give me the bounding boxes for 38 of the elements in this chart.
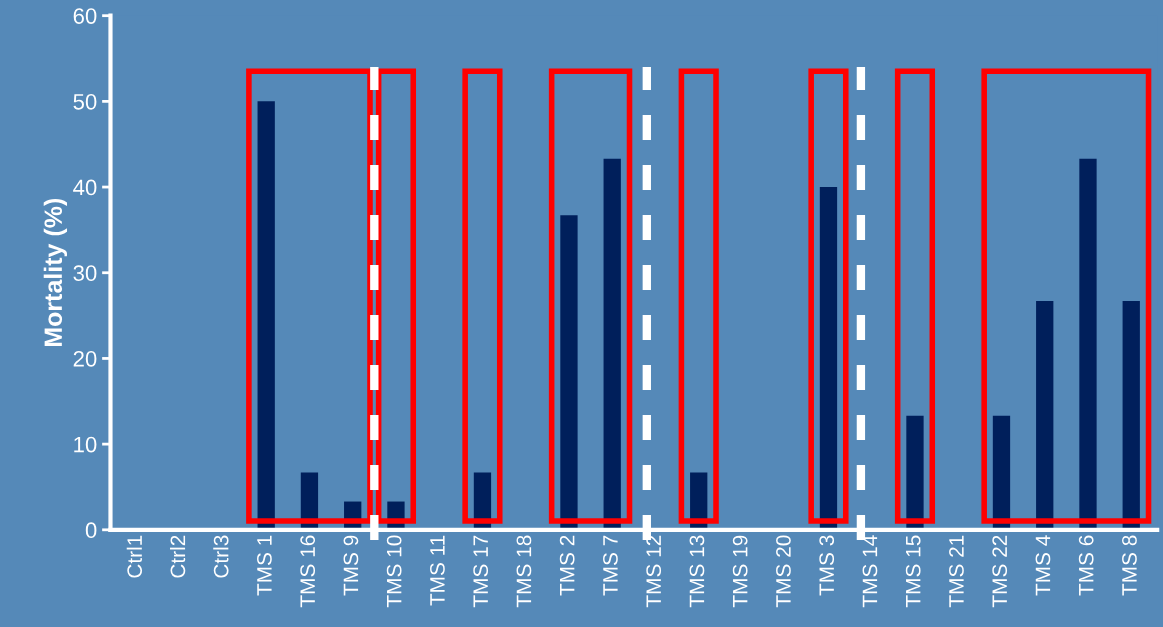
x-tick-label: TMS 15 [905,535,921,608]
bar [257,101,275,530]
x-tick-label: TMS 19 [732,535,748,608]
x-tick-label: TMS 4 [1035,535,1051,596]
x-tick-label: TMS 3 [819,535,835,596]
bar [603,158,621,530]
x-tick-label: TMS 10 [386,535,402,608]
x-tick-label: Ctrl1 [126,535,143,578]
x-tick-label: TMS 17 [473,535,489,608]
y-tick-label: 60 [73,8,97,24]
y-tick-label: 30 [73,265,97,282]
y-axis-title: Mortality (%) [43,198,68,347]
x-tick-label: TMS 6 [1078,535,1094,596]
bar [560,215,578,530]
x-tick-label: TMS 11 [430,535,445,606]
bar [1122,301,1140,530]
y-tick-label: 0 [85,522,97,539]
x-tick-label: TMS 22 [992,535,1008,608]
x-tick-label: TMS 16 [300,535,316,608]
x-tick-label: TMS 7 [603,535,618,596]
bar [1036,301,1054,530]
x-tick-label: TMS 13 [689,535,705,608]
bar [1079,158,1097,530]
x-tick-label: Ctrl2 [169,535,186,578]
y-tick-label: 10 [74,436,97,453]
bar [992,415,1011,530]
x-tick-label: TMS 1 [257,535,272,596]
x-tick-label: Ctrl3 [213,535,229,578]
y-tick-label: 50 [73,93,97,110]
x-tick-label: TMS 8 [1122,535,1137,596]
x-tick-label: TMS 18 [516,535,532,608]
y-tick-label: 20 [73,350,97,367]
bar [906,415,924,530]
x-tick-label: TMS 20 [776,535,791,608]
y-tick-label: 40 [73,179,97,196]
x-tick-label: TMS 9 [343,535,359,596]
x-tick-label: TMS 2 [559,535,575,596]
x-tick-label: TMS 21 [949,535,964,608]
